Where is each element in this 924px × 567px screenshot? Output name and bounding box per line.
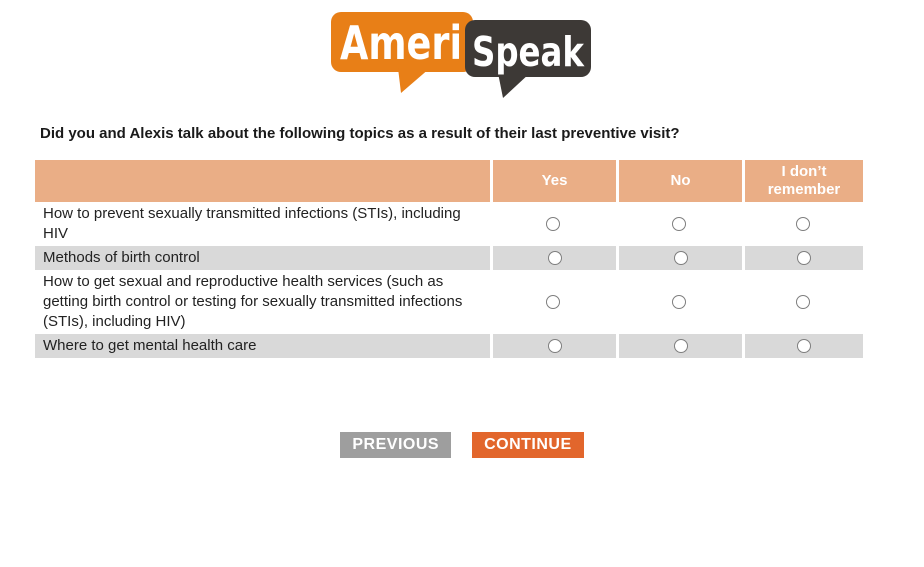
radio-r3-yes[interactable]: [547, 339, 562, 353]
radio-r1-dont-remember[interactable]: [797, 251, 811, 265]
header-yes: Yes: [490, 160, 616, 202]
radio-r1-no[interactable]: [673, 251, 688, 265]
table-row: Methods of birth control: [35, 246, 863, 270]
topics-table: Yes No I don’t remember How to prevent s…: [35, 160, 863, 358]
table-row: How to prevent sexually transmitted infe…: [35, 202, 863, 246]
radio-r1-yes[interactable]: [547, 251, 562, 265]
logo-orange-bubble: [331, 12, 473, 72]
radio-r0-dont-remember[interactable]: [795, 217, 810, 231]
radio-r3-no[interactable]: [673, 339, 688, 353]
logo-text-speak: Speak: [472, 28, 585, 76]
radio-r3-dont-remember[interactable]: [797, 339, 811, 353]
logo-dark-bubble: [465, 20, 591, 77]
radio-r2-no[interactable]: [672, 295, 686, 309]
radio-r2-yes[interactable]: [546, 295, 560, 309]
header-dont-remember: I don’t remember: [742, 160, 863, 202]
row-topic: How to prevent sexually transmitted infe…: [43, 205, 461, 242]
radio-r2-dont-remember[interactable]: [795, 295, 810, 309]
previous-button[interactable]: PREVIOUS: [340, 432, 452, 458]
logo-orange-bubble-tail: [398, 68, 430, 93]
radio-r0-yes[interactable]: [546, 217, 560, 231]
radio-r0-no[interactable]: [672, 217, 686, 231]
amerispeak-logo-graphic: Ameri Speak: [331, 12, 591, 98]
continue-button[interactable]: CONTINUE: [472, 432, 584, 458]
row-topic: Where to get mental health care: [35, 334, 490, 358]
table-header-row: Yes No I don’t remember: [35, 160, 863, 202]
amerispeak-logo: Ameri Speak: [0, 12, 924, 100]
question-text: Did you and Alexis talk about the follow…: [40, 125, 680, 142]
logo-dark-bubble-tail: [498, 73, 530, 98]
row-topic: How to get sexual and reproductive healt…: [43, 273, 463, 330]
header-topic-cell: [35, 160, 490, 202]
row-topic: Methods of birth control: [35, 246, 490, 270]
header-no: No: [616, 160, 742, 202]
table-row: Where to get mental health care: [35, 334, 863, 358]
nav-buttons: PREVIOUS CONTINUE: [0, 432, 924, 458]
table-row: How to get sexual and reproductive healt…: [35, 270, 863, 334]
logo-text-ameri: Ameri: [340, 16, 462, 70]
